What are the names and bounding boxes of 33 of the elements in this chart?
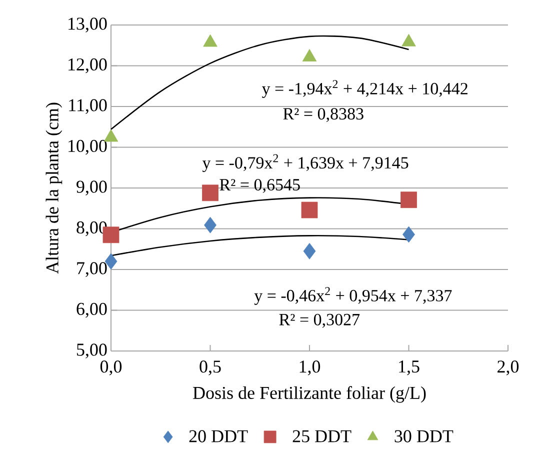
point bbox=[303, 242, 316, 260]
y-tick-label: 9,00 bbox=[76, 180, 107, 196]
y-tick-label: 13,00 bbox=[68, 18, 107, 32]
annotation: R² = 0,6545 bbox=[220, 179, 300, 193]
annotation: R² = 0,3027 bbox=[279, 314, 360, 328]
y-tick-label: 7,00 bbox=[77, 262, 107, 277]
annotation: R² = 0,8383 bbox=[283, 108, 364, 122]
point bbox=[402, 226, 415, 243]
x-tick-label: 0,0 bbox=[100, 360, 122, 376]
y-tick-label: 10,00 bbox=[68, 140, 107, 155]
x-tick-label: 0,5 bbox=[200, 360, 221, 376]
point bbox=[202, 184, 218, 202]
point bbox=[402, 34, 416, 46]
legend-label: 20 DDT bbox=[189, 430, 248, 442]
annotation: y = -0,79x$^{2}$ + 1,639x + 7,9145 bbox=[202, 154, 408, 172]
y-tick-label: 5,00 bbox=[77, 344, 107, 358]
y-tick-label: 12,00 bbox=[68, 58, 107, 74]
annotation: y = -0,46x$^{2}$ + 0,954x + 7,337 bbox=[254, 287, 452, 305]
legend-label: 30 DDT bbox=[394, 430, 454, 442]
point bbox=[301, 202, 318, 218]
legend-label: 25 DDT bbox=[292, 430, 352, 442]
point bbox=[302, 49, 317, 62]
x-tick-label: 1,5 bbox=[399, 360, 420, 376]
x-tick-label: 1,0 bbox=[300, 360, 320, 376]
y-tick-label: 11,00 bbox=[69, 99, 107, 114]
y-axis-title: Altura de la planta (cm) bbox=[46, 102, 62, 274]
point bbox=[203, 34, 218, 47]
point bbox=[204, 216, 216, 234]
point bbox=[400, 192, 417, 208]
annotation: y = -1,94x$^{2}$ + 4,214x + 10,442 bbox=[262, 80, 468, 98]
x-axis-title: Dosis de Fertilizante foliar (g/L) bbox=[193, 386, 426, 403]
x-tick-label: 2,0 bbox=[498, 360, 519, 376]
y-tick-label: 6,00 bbox=[76, 302, 107, 318]
